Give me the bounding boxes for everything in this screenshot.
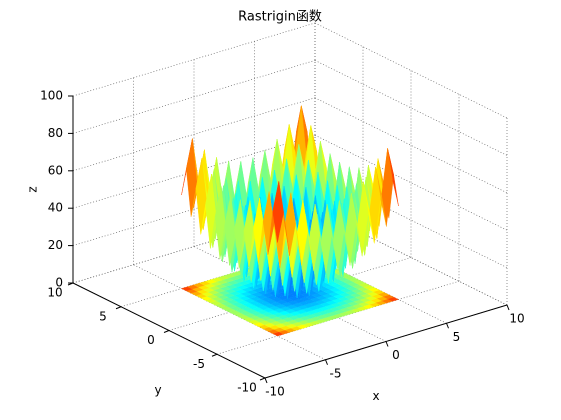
y-tick	[115, 306, 122, 310]
y-tick	[163, 330, 170, 333]
x-tick-label: 10	[509, 312, 524, 326]
grid-line	[72, 97, 316, 172]
y-tick-label: 0	[147, 333, 155, 347]
x-tick	[325, 359, 328, 365]
z-axis-label: z	[26, 186, 40, 192]
x-tick	[385, 341, 389, 347]
x-tick	[446, 323, 449, 329]
y-tick	[259, 377, 266, 381]
x-tick-label: 0	[392, 348, 400, 362]
x-tick	[506, 304, 510, 311]
z-tick-label: 40	[48, 201, 63, 215]
y-tick-label: -10	[237, 381, 257, 395]
x-tick-label: -10	[265, 385, 285, 399]
x-tick-label: -5	[330, 366, 342, 380]
surface-group	[181, 105, 399, 299]
x-tick	[264, 377, 268, 384]
y-tick-label: -5	[193, 357, 205, 371]
y-tick	[211, 353, 218, 357]
z-tick-label: 60	[48, 163, 63, 177]
z-tick-label: 80	[48, 126, 63, 140]
y-tick-label: 5	[99, 309, 107, 323]
grid-line	[72, 22, 316, 97]
z-tick-label: 20	[48, 238, 63, 252]
x-axis-label: x	[372, 389, 379, 403]
y-tick-label: 10	[47, 286, 62, 300]
y-axis-label: y	[154, 383, 161, 397]
surface-cell	[272, 181, 284, 243]
z-tick-label: 100	[40, 89, 63, 103]
z-tick-label: 0	[55, 276, 63, 290]
x-tick-label: 5	[453, 330, 461, 344]
chart-title: Rastrigin函数	[238, 10, 322, 25]
contour-group	[181, 251, 399, 337]
grid-line	[72, 60, 316, 134]
